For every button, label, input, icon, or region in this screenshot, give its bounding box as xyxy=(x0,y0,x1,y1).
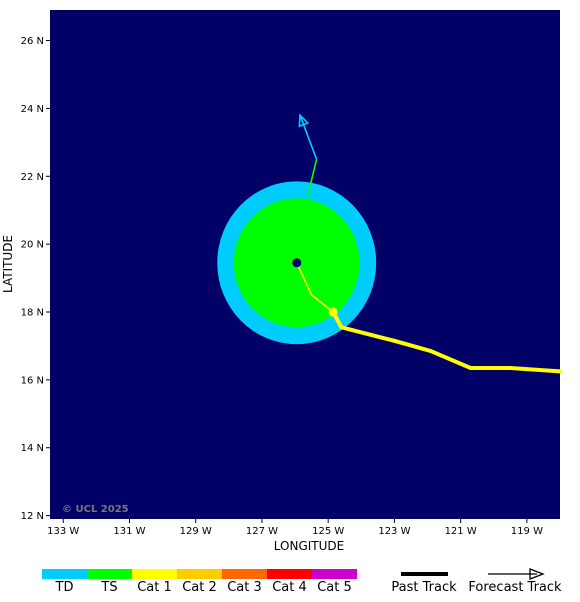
x-tick-label: 125 W xyxy=(312,526,344,537)
x-tick-label: 123 W xyxy=(378,526,410,537)
past-position-marker xyxy=(328,307,338,317)
legend-swatch xyxy=(222,569,267,579)
forecast-track-segment xyxy=(299,114,318,160)
y-tick-label: 14 N xyxy=(21,443,44,454)
forecast-track xyxy=(295,113,318,263)
x-tick-label: 129 W xyxy=(180,526,212,537)
y-tick-label: 24 N xyxy=(21,104,44,115)
legend-label: Cat 1 xyxy=(137,580,172,595)
forecast-track-legend-arrow xyxy=(488,568,545,580)
track-markers xyxy=(292,258,338,317)
forecast-arrowhead xyxy=(298,113,310,128)
past-track-segment xyxy=(310,294,334,313)
y-tick-label: 16 N xyxy=(21,375,44,386)
y-tick-label: 22 N xyxy=(21,172,44,183)
x-tick-label: 133 W xyxy=(47,526,79,537)
past-track-segment xyxy=(428,349,473,370)
category-legend: TD TS Cat 1 Cat 2 Cat 3 Cat 4 Cat 5 xyxy=(42,569,357,595)
current-position-marker xyxy=(292,258,302,268)
copyright-text: © UCL 2025 xyxy=(62,504,129,515)
legend-swatch xyxy=(177,569,222,579)
legend-label: Cat 2 xyxy=(182,580,217,595)
legend-label: TD xyxy=(55,580,74,595)
x-tick-label: 119 W xyxy=(511,526,543,537)
legend-swatch xyxy=(42,569,87,579)
y-tick-label: 26 N xyxy=(21,36,44,47)
x-tick-label: 127 W xyxy=(246,526,278,537)
past-track-segment xyxy=(392,338,433,354)
legend: TD TS Cat 1 Cat 2 Cat 3 Cat 4 Cat 5 Past Track… xyxy=(42,568,562,595)
legend-swatch xyxy=(132,569,177,579)
y-tick-label: 18 N xyxy=(21,308,44,319)
past-track xyxy=(295,262,562,374)
forecast-track-segment xyxy=(295,227,301,263)
past-track-segment xyxy=(339,325,397,343)
forecast-track-segment xyxy=(299,159,318,228)
legend-label: Cat 4 xyxy=(272,580,307,595)
x-tick-label: 121 W xyxy=(445,526,477,537)
past-track-segment xyxy=(295,262,313,296)
x-tick-label: 131 W xyxy=(113,526,145,537)
y-axis-ticks: 12 N 14 N 16 N 18 N 20 N 22 N 24 N 26 N xyxy=(21,36,50,522)
past-track-legend-label: Past Track xyxy=(391,580,457,595)
legend-swatch xyxy=(312,569,357,579)
legend-label: Cat 5 xyxy=(317,580,352,595)
legend-swatch xyxy=(87,569,132,579)
y-axis-title: LATITUDE xyxy=(1,235,15,293)
legend-label: TS xyxy=(100,580,117,595)
x-axis-ticks: 133 W 131 W 129 W 127 W 125 W 123 W 121 W 119 W xyxy=(47,519,543,537)
x-axis-title: LONGITUDE xyxy=(274,539,344,553)
forecast-track-legend-label: Forecast Track xyxy=(468,580,562,595)
past-track-segment xyxy=(508,365,562,374)
legend-label: Cat 3 xyxy=(227,580,262,595)
y-tick-label: 20 N xyxy=(21,240,44,251)
y-tick-label: 12 N xyxy=(21,511,44,522)
legend-swatch xyxy=(267,569,312,579)
